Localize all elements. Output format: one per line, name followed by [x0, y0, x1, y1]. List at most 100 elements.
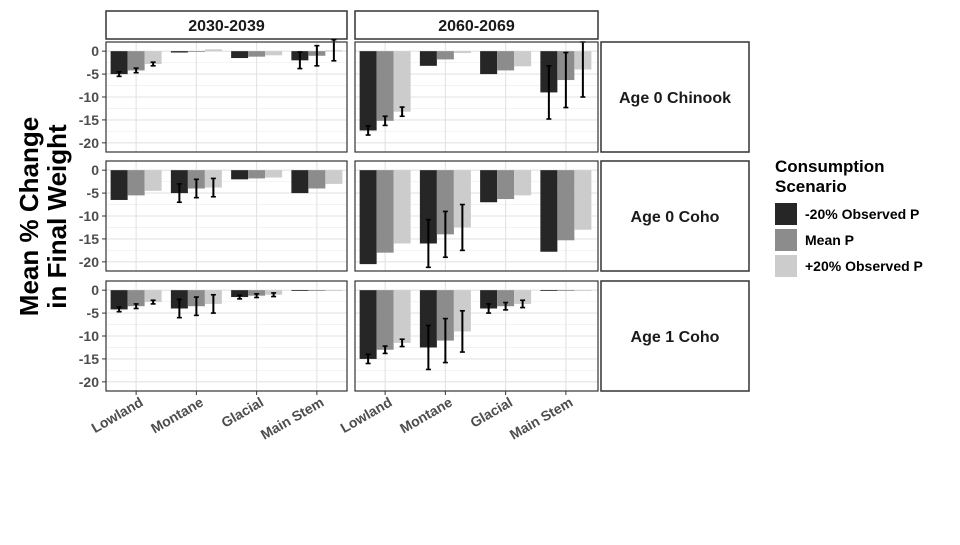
bar [187, 51, 205, 52]
bar [127, 290, 145, 307]
legend-title-line2: Scenario [775, 177, 847, 196]
x-tick-label: Main Stem [507, 394, 576, 443]
bar [557, 290, 575, 291]
row-strip-box [600, 280, 750, 392]
row-strip-label: Age 0 Coho [631, 209, 720, 226]
y-tick-label: -10 [79, 89, 99, 105]
bar [480, 170, 498, 203]
bar [144, 290, 162, 303]
legend-label: -20% Observed P [805, 206, 919, 222]
bar [231, 51, 249, 59]
bar [110, 170, 128, 200]
bar [359, 170, 377, 265]
bar [325, 290, 343, 291]
y-tick-label: -15 [79, 351, 99, 367]
y-tick-label: -15 [79, 231, 99, 247]
y-tick-label: -5 [87, 185, 100, 201]
bar [170, 51, 188, 53]
bar [574, 170, 592, 230]
bar [557, 170, 575, 241]
column-strip-box [105, 10, 348, 40]
row-strip-box [600, 160, 750, 272]
bar [110, 51, 128, 75]
y-tick-label: -20 [79, 374, 99, 390]
bar [376, 51, 394, 121]
bar [436, 290, 454, 341]
bar [308, 290, 326, 291]
bar [144, 170, 162, 191]
bar [376, 170, 394, 253]
bar [204, 49, 222, 52]
bar [480, 51, 498, 75]
bar [480, 290, 498, 309]
bar [248, 51, 266, 57]
legend-swatch [775, 203, 797, 225]
bar [265, 51, 283, 56]
bar [419, 51, 437, 66]
bar [514, 290, 532, 304]
bar [497, 290, 515, 307]
legend-title-line1: Consumption [775, 157, 885, 176]
bar [514, 170, 532, 196]
row-strip-label: Age 1 Coho [631, 329, 720, 346]
legend-swatch [775, 255, 797, 277]
bar [291, 290, 309, 291]
y-axis-title-line2: in Final Weight [42, 124, 72, 309]
y-axis-title-line1: Mean % Change [14, 117, 44, 316]
bar [359, 51, 377, 131]
panel-border [354, 41, 599, 153]
bar [144, 51, 162, 64]
bar [265, 170, 283, 178]
x-tick-label: Montane [148, 394, 206, 437]
bar [110, 290, 128, 310]
column-strip-box [354, 10, 599, 40]
row-strip-box [600, 41, 750, 153]
bar [453, 51, 471, 53]
bar [127, 170, 145, 196]
bar [436, 51, 454, 60]
y-tick-label: 0 [91, 282, 99, 298]
bar [574, 290, 592, 291]
y-tick-label: -5 [87, 305, 100, 321]
bar [393, 51, 411, 112]
bar [393, 290, 411, 343]
bar [291, 170, 309, 194]
bar [419, 290, 437, 348]
x-tick-label: Glacial [218, 394, 266, 431]
bar [497, 51, 515, 71]
bar [540, 170, 558, 252]
bar [540, 290, 558, 291]
bar [248, 290, 266, 296]
legend-swatch [775, 229, 797, 251]
bar [419, 170, 437, 244]
x-tick-label: Main Stem [258, 394, 327, 443]
x-tick-label: Lowland [88, 394, 145, 436]
bar [325, 170, 343, 184]
x-tick-label: Lowland [337, 394, 394, 436]
panel-border [354, 160, 599, 272]
bar [359, 290, 377, 359]
bar [248, 170, 266, 179]
y-tick-label: -20 [79, 135, 99, 151]
y-tick-label: 0 [91, 162, 99, 178]
column-strip-label: 2060-2069 [438, 18, 515, 35]
column-strip-label: 2030-2039 [188, 18, 265, 35]
bar [436, 170, 454, 235]
bar [308, 170, 326, 189]
bar [393, 170, 411, 244]
bar [170, 170, 188, 194]
bar [497, 170, 515, 200]
legend-label: +20% Observed P [805, 258, 923, 274]
panel-border [354, 280, 599, 392]
bar [376, 290, 394, 350]
y-tick-label: -10 [79, 208, 99, 224]
y-tick-label: 0 [91, 43, 99, 59]
y-tick-label: -20 [79, 254, 99, 270]
bar [127, 51, 145, 71]
bar [453, 170, 471, 228]
bar [514, 51, 532, 67]
bar [231, 290, 249, 298]
y-tick-label: -15 [79, 112, 99, 128]
x-tick-label: Glacial [467, 394, 515, 431]
